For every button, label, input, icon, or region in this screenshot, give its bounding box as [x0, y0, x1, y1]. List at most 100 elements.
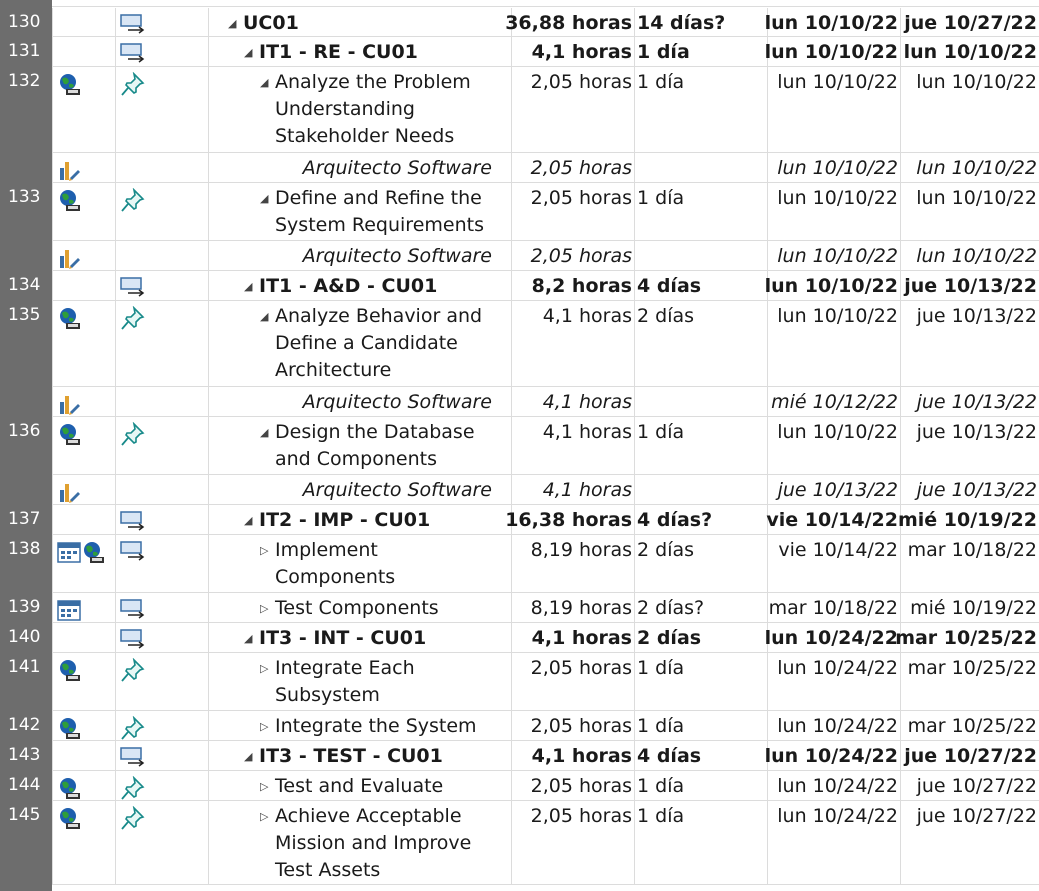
duration-value-cell[interactable]	[634, 387, 768, 416]
duration-value-cell[interactable]: 2 días?	[634, 593, 768, 622]
row-id[interactable]	[0, 475, 52, 505]
collapse-triangle-icon[interactable]: ◢	[260, 426, 269, 439]
duration-value-cell[interactable]: 2 días	[634, 535, 768, 592]
calendar-icon[interactable]	[57, 598, 81, 627]
task-row[interactable]: 136 ◢ Design the Database and Components 4,…	[0, 417, 1039, 475]
start-date-cell[interactable]: lun 10/24/22	[767, 711, 901, 740]
work-value-cell[interactable]: 2,05 horas	[511, 653, 635, 710]
task-row[interactable]: 131 ◢ IT1 - RE - CU01 4,1 horas 1 día lun 10/…	[0, 37, 1039, 67]
duration-value-cell[interactable]: 1 día	[634, 67, 768, 152]
collapse-triangle-icon[interactable]: ◢	[244, 632, 253, 645]
work-value-cell[interactable]: 4,1 horas	[511, 475, 635, 504]
start-date-cell[interactable]: lun 10/24/22	[767, 771, 901, 800]
task-row[interactable]: 134 ◢ IT1 - A&D - CU01 8,2 horas 4 días lun 1…	[0, 271, 1039, 301]
work-value-cell[interactable]: 4,1 horas	[511, 741, 635, 770]
work-value-cell[interactable]: 2,05 horas	[511, 153, 635, 182]
task-mode-cell[interactable]	[115, 37, 209, 66]
row-id[interactable]: 133	[0, 183, 52, 241]
row-id[interactable]	[0, 387, 52, 417]
task-name-cell[interactable]: ▷ Integrate the System	[208, 711, 512, 740]
task-name-cell[interactable]: ◢ Analyze Behavior and Define a Candidate…	[208, 301, 512, 386]
resource-assignment-icon[interactable]	[57, 480, 81, 509]
start-date-cell[interactable]: mar 10/18/22	[767, 593, 901, 622]
collapse-triangle-icon[interactable]: ◢	[244, 280, 253, 293]
task-name-cell[interactable]: ◢ IT1 - RE - CU01	[208, 37, 512, 66]
duration-value-cell[interactable]: 1 día	[634, 711, 768, 740]
collapse-triangle-icon[interactable]: ◢	[244, 750, 253, 763]
task-mode-cell[interactable]	[115, 653, 209, 710]
start-date-cell[interactable]: mié 10/12/22	[767, 387, 901, 416]
task-name-cell[interactable]: ◢ Analyze the Problem Understanding Stake…	[208, 67, 512, 152]
finish-date-cell[interactable]: jue 10/13/22	[900, 417, 1039, 474]
task-mode-cell[interactable]	[115, 183, 209, 240]
task-name-cell[interactable]: ▷ Test Components	[208, 593, 512, 622]
task-mode-cell[interactable]	[115, 153, 209, 182]
collapse-triangle-icon[interactable]: ◢	[244, 46, 253, 59]
duration-value-cell[interactable]: 1 día	[634, 183, 768, 240]
finish-date-cell[interactable]: lun 10/10/22	[900, 241, 1039, 270]
task-mode-cell[interactable]	[115, 711, 209, 740]
finish-date-cell[interactable]: jue 10/27/22	[900, 741, 1039, 770]
expand-triangle-icon[interactable]: ▷	[260, 602, 269, 615]
work-value-cell[interactable]: 4,1 horas	[511, 301, 635, 386]
collapse-triangle-icon[interactable]: ◢	[244, 514, 253, 527]
task-mode-cell[interactable]	[115, 741, 209, 770]
task-mode-cell[interactable]	[115, 301, 209, 386]
finish-date-cell[interactable]: jue 10/13/22	[900, 387, 1039, 416]
duration-value-cell[interactable]: 4 días	[634, 271, 768, 300]
task-name-cell[interactable]: ▷ Test and Evaluate	[208, 771, 512, 800]
duration-value-cell[interactable]: 1 día	[634, 417, 768, 474]
task-name-cell[interactable]: ◢ Define and Refine the System Requiremen…	[208, 183, 512, 240]
assignment-row[interactable]: Arquitecto Software 4,1 horas mié 10/12/22…	[0, 387, 1039, 417]
task-mode-cell[interactable]	[115, 623, 209, 652]
task-name-cell[interactable]: ◢ Design the Database and Components	[208, 417, 512, 474]
start-date-cell[interactable]: lun 10/10/22	[765, 37, 901, 66]
resource-assignment-icon[interactable]	[57, 246, 81, 275]
task-name-cell[interactable]: ▷ Integrate Each Subsystem	[208, 653, 512, 710]
start-date-cell[interactable]: lun 10/10/22	[765, 271, 901, 300]
finish-date-cell[interactable]: lun 10/10/22	[900, 67, 1039, 152]
task-mode-cell[interactable]	[115, 8, 209, 36]
globe-icon[interactable]	[57, 806, 83, 837]
expand-triangle-icon[interactable]: ▷	[260, 662, 269, 675]
finish-date-cell[interactable]: jue 10/13/22	[900, 475, 1039, 504]
duration-value-cell[interactable]: 1 día	[634, 653, 768, 710]
finish-date-cell[interactable]: lun 10/10/22	[900, 153, 1039, 182]
finish-date-cell[interactable]: jue 10/27/22	[900, 771, 1039, 800]
expand-triangle-icon[interactable]: ▷	[260, 720, 269, 733]
task-mode-cell[interactable]	[115, 771, 209, 800]
work-value-cell[interactable]: 4,1 horas	[511, 623, 635, 652]
task-name-cell[interactable]: ◢ IT1 - A&D - CU01	[208, 271, 512, 300]
finish-date-cell[interactable]: jue 10/13/22	[900, 301, 1039, 386]
expand-triangle-icon[interactable]: ▷	[260, 780, 269, 793]
row-id[interactable]: 138	[0, 535, 52, 593]
task-name-cell[interactable]: ◢ IT2 - IMP - CU01	[208, 505, 512, 534]
globe-icon[interactable]	[57, 716, 83, 747]
row-id[interactable]: 143	[0, 741, 52, 771]
row-id[interactable]: 139	[0, 593, 52, 623]
task-mode-cell[interactable]	[115, 241, 209, 270]
row-id[interactable]: 145	[0, 801, 52, 885]
finish-date-cell[interactable]: jue 10/27/22	[900, 801, 1039, 884]
finish-date-cell[interactable]: lun 10/10/22	[900, 37, 1039, 66]
task-name-cell[interactable]: ◢ UC01	[208, 8, 512, 36]
collapse-triangle-icon[interactable]: ◢	[260, 192, 269, 205]
finish-date-cell[interactable]: jue 10/27/22	[900, 8, 1039, 36]
task-row[interactable]: 141 ▷ Integrate Each Subsystem 2,05 horas 1 …	[0, 653, 1039, 711]
task-row[interactable]: 139 ▷ Test Components 8,19 horas 2 días? mar …	[0, 593, 1039, 623]
resource-assignment-icon[interactable]	[57, 158, 81, 187]
duration-value-cell[interactable]: 14 días?	[634, 8, 768, 36]
finish-date-cell[interactable]: mar 10/25/22	[900, 711, 1039, 740]
work-value-cell[interactable]: 2,05 horas	[511, 67, 635, 152]
duration-value-cell[interactable]	[634, 153, 768, 182]
task-row[interactable]: 138 ▷ Implement Components 8,19 horas 2 días…	[0, 535, 1039, 593]
work-value-cell[interactable]: 36,88 horas	[505, 8, 635, 36]
start-date-cell[interactable]: lun 10/24/22	[765, 623, 901, 652]
row-id[interactable]	[0, 241, 52, 271]
row-id[interactable]: 144	[0, 771, 52, 801]
duration-value-cell[interactable]: 1 día	[634, 37, 768, 66]
start-date-cell[interactable]: vie 10/14/22	[766, 505, 901, 534]
task-mode-cell[interactable]	[115, 593, 209, 622]
task-name-cell[interactable]: ◢ IT3 - INT - CU01	[208, 623, 512, 652]
work-value-cell[interactable]: 16,38 horas	[505, 505, 635, 534]
